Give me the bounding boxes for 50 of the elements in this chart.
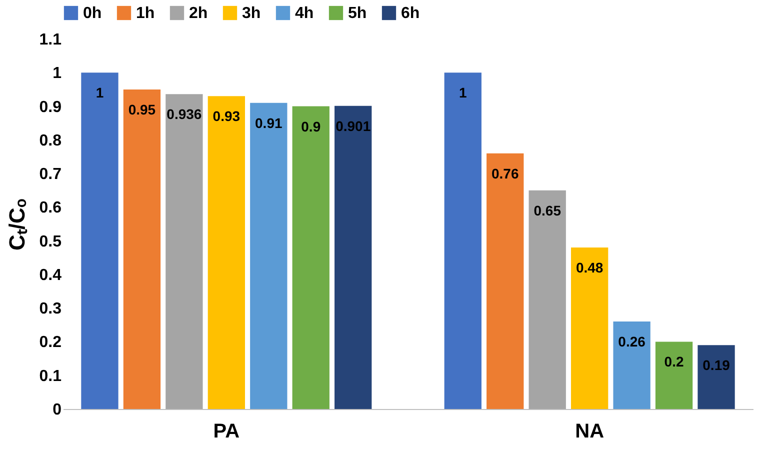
bar xyxy=(571,248,608,409)
data-label: 0.76 xyxy=(492,165,519,182)
data-label: 0.26 xyxy=(618,334,646,350)
y-axis-title: Cₜ/Cₒ xyxy=(4,198,30,250)
y-tick-label: 0.7 xyxy=(39,166,62,184)
bar xyxy=(166,94,203,409)
y-tick-label: 1 xyxy=(52,65,62,82)
y-tick-label: 0.6 xyxy=(39,200,62,217)
legend-label: 6h xyxy=(401,5,420,22)
bar xyxy=(123,89,161,409)
bar xyxy=(208,96,245,409)
data-label: 0.48 xyxy=(576,260,604,276)
data-label: 0.9 xyxy=(301,118,321,134)
bar xyxy=(655,342,693,409)
bar xyxy=(250,102,288,409)
bar xyxy=(698,345,735,409)
y-tick-label: 1.1 xyxy=(39,32,62,48)
data-label: 1 xyxy=(459,84,467,101)
y-tick-label: 0.4 xyxy=(39,266,62,284)
y-tick-label: 0 xyxy=(52,402,62,418)
legend-label: 4h xyxy=(295,5,314,22)
bar xyxy=(486,153,524,409)
y-tick-label: 0.8 xyxy=(39,132,62,150)
x-tick-label: PA xyxy=(213,420,240,442)
data-label: 0.2 xyxy=(664,354,684,370)
data-label: 0.19 xyxy=(702,357,730,374)
data-label: 1 xyxy=(96,84,104,101)
y-tick-label: 0.1 xyxy=(39,368,62,385)
y-tick-label: 0.3 xyxy=(39,300,62,318)
bar xyxy=(444,72,482,409)
bar xyxy=(613,322,650,409)
legend-label: 0h xyxy=(83,5,102,22)
y-tick-label: 0.2 xyxy=(39,334,62,352)
legend-label: 2h xyxy=(189,5,208,22)
y-tick-label: 0.9 xyxy=(39,98,62,116)
data-label: 0.936 xyxy=(166,106,202,122)
legend-label: 1h xyxy=(136,5,155,22)
y-tick-label: 0.5 xyxy=(39,233,62,250)
data-label: 0.65 xyxy=(534,202,562,218)
bar xyxy=(292,106,330,409)
bar xyxy=(334,106,372,409)
legend-label: 3h xyxy=(242,5,261,22)
x-tick-label: NA xyxy=(575,420,604,442)
legend-label: 5h xyxy=(348,5,367,22)
data-label: 0.95 xyxy=(128,101,156,118)
bar xyxy=(528,190,566,409)
data-label: 0.901 xyxy=(336,118,371,134)
data-label: 0.91 xyxy=(255,114,282,131)
bar xyxy=(81,72,118,409)
data-label: 0.93 xyxy=(212,108,240,124)
